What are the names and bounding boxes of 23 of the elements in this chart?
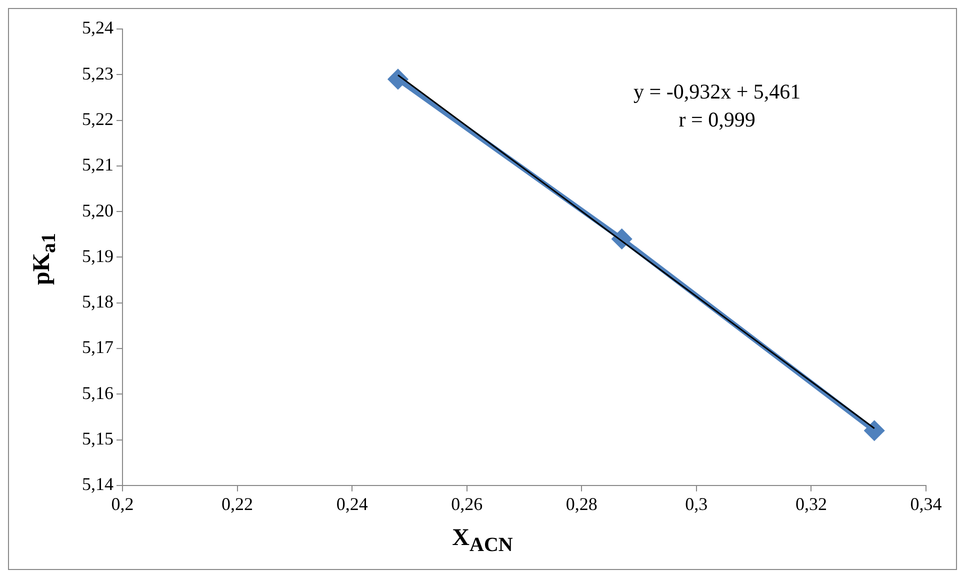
x-tick-label: 0,34 [910, 494, 942, 514]
y-tick-label: 5,20 [82, 200, 114, 220]
x-tick-label: 0,24 [336, 494, 368, 514]
annotation: y = -0,932x + 5,461 [633, 79, 801, 104]
y-tick-label: 5,16 [82, 382, 114, 403]
y-tick-label: 5,14 [82, 474, 114, 494]
y-tick-label: 5,19 [82, 246, 114, 266]
x-tick-label: 0,22 [222, 494, 254, 514]
point [864, 421, 884, 440]
x-tick-label: 0,28 [566, 494, 598, 514]
y-tick-label: 5,21 [82, 154, 114, 175]
x-tick-label: 0,2 [111, 494, 134, 514]
y-tick-label: 5,17 [82, 337, 114, 358]
y-tick-label: 5,22 [82, 109, 114, 130]
y-tick-label: 5,15 [82, 428, 114, 448]
x-tick-label: 0,26 [451, 494, 483, 514]
y-tick-label: 5,18 [82, 292, 114, 312]
x-tick-label: 0,3 [685, 494, 708, 514]
x-axis-title: X$_{ACN}$ [451, 525, 514, 557]
y-tick-label: 5,23 [82, 63, 114, 84]
annotation: r = 0,999 [678, 107, 756, 132]
x-tick-label: 0,32 [795, 494, 827, 514]
y-tick-label: 5,24 [82, 18, 114, 38]
